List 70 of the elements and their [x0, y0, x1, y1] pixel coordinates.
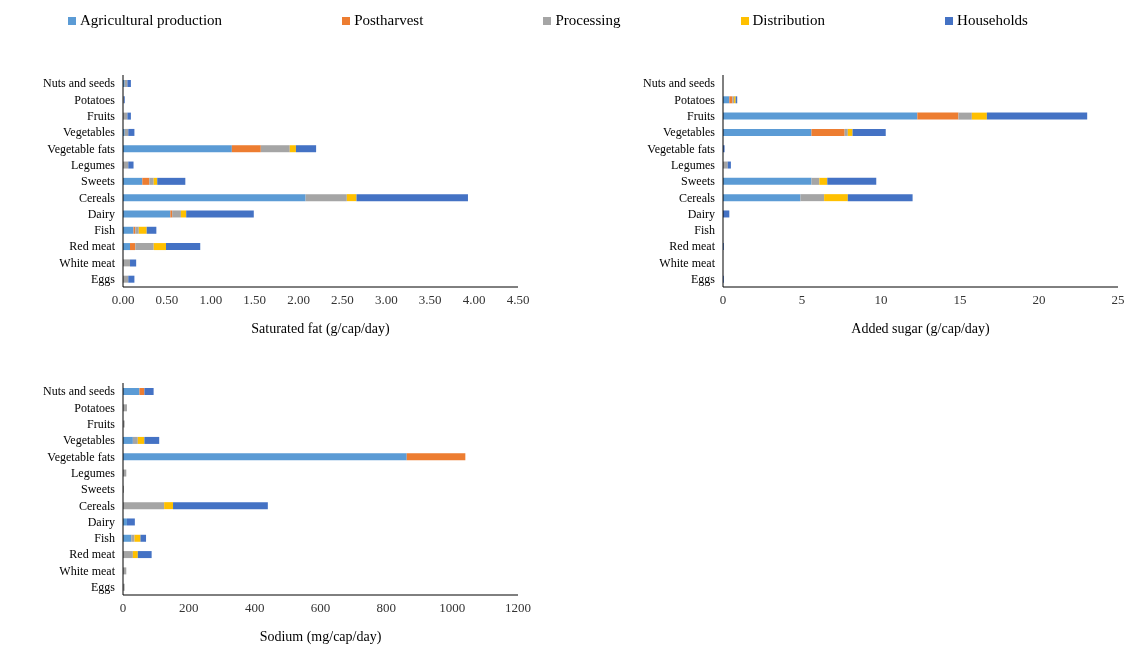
x-tick-label: 25 — [1111, 292, 1125, 308]
legend-label: Processing — [555, 12, 621, 29]
y-tick-label: Potatoes — [74, 92, 116, 107]
y-tick-label: Fruits — [86, 109, 116, 124]
x-tick-label: 1.00 — [199, 292, 223, 308]
x-tick-label: 3.50 — [418, 292, 442, 308]
x-tick-label: 0.50 — [155, 292, 179, 308]
legend-label: Postharvest — [354, 12, 424, 29]
y-tick-label: Cereals — [79, 498, 116, 513]
y-tick-label: Sweets — [81, 482, 116, 497]
y-tick-label: Vegetables — [63, 125, 116, 140]
x-tick-label: 1200 — [505, 600, 531, 616]
legend-label: Distribution — [752, 12, 826, 29]
y-tick-label: Dairy — [687, 206, 715, 221]
x-tick-label: 0 — [119, 600, 127, 616]
y-tick-label: Dairy — [87, 206, 115, 221]
y-tick-label: White meat — [59, 255, 116, 270]
y-tick-label: Vegetable fats — [647, 141, 716, 156]
y-tick-label: Dairy — [87, 514, 115, 529]
y-tick-label: Fruits — [86, 417, 116, 432]
y-tick-label: Potatoes — [674, 92, 716, 107]
legend-label: Agricultural production — [80, 12, 223, 29]
y-tick-label: Eggs — [91, 272, 116, 287]
y-tick-label: Nuts and seeds — [43, 384, 116, 399]
y-tick-label: Red meat — [69, 239, 116, 254]
x-tick-label: 15 — [953, 292, 967, 308]
x-tick-label: 20 — [1032, 292, 1046, 308]
y-tick-label: Sweets — [681, 174, 716, 189]
x-tick-label: 600 — [310, 600, 331, 616]
y-tick-label: Cereals — [79, 190, 116, 205]
x-tick-label: 3.00 — [374, 292, 398, 308]
x-tick-label: 400 — [244, 600, 265, 616]
y-tick-label: Legumes — [71, 157, 116, 172]
y-tick-label: White meat — [59, 563, 116, 578]
legend-label: Households — [957, 12, 1028, 29]
y-tick-label: White meat — [659, 255, 716, 270]
y-tick-label: Nuts and seeds — [43, 76, 116, 91]
x-axis-title: Saturated fat (g/cap/day) — [251, 321, 391, 337]
x-tick-label: 2.50 — [331, 292, 354, 308]
y-tick-label: Fish — [694, 223, 715, 238]
y-tick-label: Red meat — [69, 547, 116, 562]
y-tick-label: Nuts and seeds — [643, 76, 716, 91]
x-tick-label: 0.00 — [111, 292, 135, 308]
y-tick-label: Vegetables — [663, 125, 716, 140]
y-tick-label: Fish — [94, 223, 115, 238]
x-tick-label: 1.50 — [243, 292, 267, 308]
x-tick-label: 1000 — [439, 600, 466, 616]
x-tick-label: 200 — [179, 600, 199, 616]
y-tick-label: Cereals — [679, 190, 716, 205]
y-tick-label: Fish — [94, 531, 115, 546]
y-tick-label: Legumes — [71, 465, 116, 480]
y-tick-label: Vegetable fats — [47, 141, 116, 156]
x-tick-label: 800 — [376, 600, 397, 616]
x-axis-title: Sodium (mg/cap/day) — [259, 629, 382, 645]
x-tick-label: 0 — [719, 292, 727, 308]
x-axis-title: Added sugar (g/cap/day) — [851, 321, 991, 337]
y-tick-label: Legumes — [671, 157, 716, 172]
x-tick-label: 5 — [798, 292, 806, 308]
y-tick-label: Sweets — [81, 174, 116, 189]
y-tick-label: Vegetable fats — [47, 449, 116, 464]
y-tick-label: Eggs — [691, 272, 716, 287]
y-tick-label: Red meat — [669, 239, 716, 254]
y-tick-label: Eggs — [91, 580, 116, 595]
y-tick-label: Fruits — [686, 109, 716, 124]
x-tick-label: 4.00 — [462, 292, 486, 308]
y-tick-label: Potatoes — [74, 400, 116, 415]
x-tick-label: 10 — [874, 292, 888, 308]
y-tick-label: Vegetables — [63, 433, 116, 448]
x-tick-label: 2.00 — [287, 292, 310, 308]
x-tick-label: 4.50 — [506, 292, 530, 308]
